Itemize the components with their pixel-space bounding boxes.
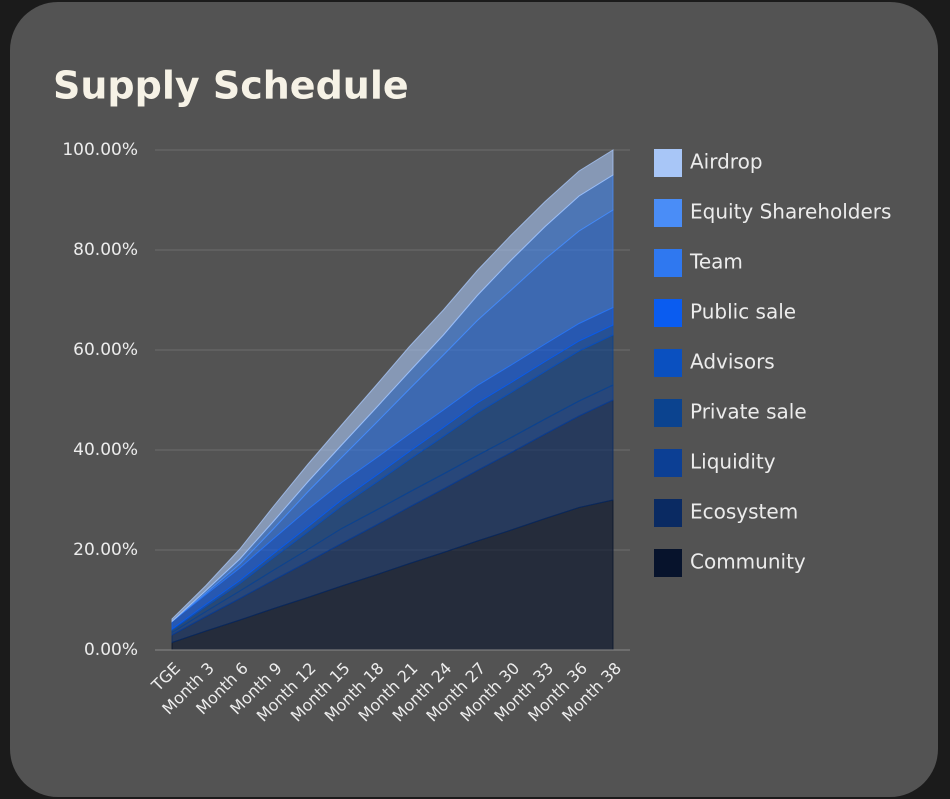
legend-label: Equity Shareholders <box>690 200 891 224</box>
legend-label: Team <box>689 250 743 274</box>
legend-label: Advisors <box>690 350 775 374</box>
legend-swatch <box>654 349 682 377</box>
legend-label: Community <box>690 550 806 574</box>
y-tick-label: 0.00% <box>84 640 138 660</box>
y-tick-label: 80.00% <box>73 240 138 260</box>
legend-swatch <box>654 399 682 427</box>
y-tick-label: 20.00% <box>73 540 138 560</box>
legend-swatch <box>654 149 682 177</box>
chart-title: Supply Schedule <box>53 64 409 108</box>
legend-label: Private sale <box>690 400 807 424</box>
legend-label: Airdrop <box>690 150 763 174</box>
y-tick-label: 40.00% <box>73 440 138 460</box>
legend-swatch <box>654 499 682 527</box>
legend-label: Public sale <box>690 300 796 324</box>
y-tick-label: 60.00% <box>73 340 138 360</box>
legend-swatch <box>654 299 682 327</box>
legend-swatch <box>654 449 682 477</box>
area <box>171 149 614 623</box>
legend-swatch <box>654 549 682 577</box>
legend-label: Ecosystem <box>690 500 798 524</box>
legend-label: Liquidity <box>690 450 776 474</box>
legend-swatch <box>654 249 682 277</box>
y-tick-label: 100.00% <box>62 140 138 160</box>
legend-swatch <box>654 199 682 227</box>
